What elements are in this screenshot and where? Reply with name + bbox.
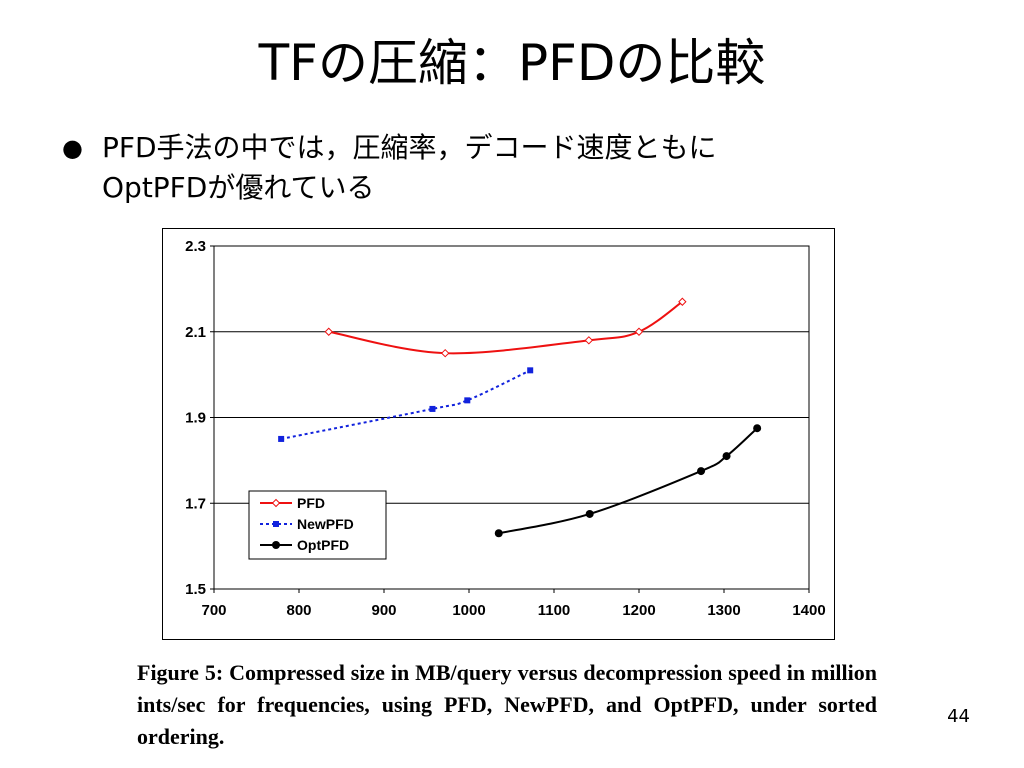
y-tick-label: 1.9	[185, 410, 206, 427]
series-line-optpfd	[498, 427, 758, 535]
data-point-optpfd	[753, 424, 762, 433]
y-tick-label: 1.7	[185, 495, 206, 512]
x-tick-label: 1100	[538, 602, 571, 619]
data-point-newpfd	[527, 367, 534, 374]
bullet-item: PFD手法の中では，圧縮率，デコード速度ともに OptPFDが優れている	[102, 128, 922, 208]
legend-marker-optpfd	[272, 541, 280, 549]
x-tick-label: 700	[201, 602, 226, 619]
x-tick-label: 1000	[452, 602, 485, 619]
data-point-newpfd	[429, 405, 436, 412]
data-point-optpfd	[722, 452, 731, 461]
y-tick-label: 1.5	[185, 581, 206, 598]
data-point-pfd	[324, 327, 333, 336]
legend-label-newpfd: NewPFD	[297, 516, 354, 532]
legend-marker-pfd	[271, 498, 281, 508]
data-point-pfd	[440, 348, 450, 358]
series-line-newpfd	[280, 369, 531, 440]
caption-label: Figure 5:	[137, 660, 224, 685]
legend-label-optpfd: OptPFD	[297, 537, 349, 553]
data-point-pfd	[634, 327, 644, 336]
x-tick-label: 800	[286, 602, 311, 619]
y-tick-label: 2.3	[185, 238, 206, 255]
legend-label-pfd: PFD	[297, 495, 325, 511]
y-tick-label: 2.1	[185, 324, 206, 341]
bullet-line-1: PFD手法の中では，圧縮率，デコード速度ともに	[102, 131, 717, 164]
slide-title: TFの圧縮：PFDの比較	[258, 34, 766, 92]
data-point-optpfd	[585, 509, 594, 518]
data-point-newpfd	[464, 397, 471, 404]
x-tick-label: 1200	[622, 602, 655, 619]
bullet-dot-icon: ●	[62, 134, 83, 162]
data-point-optpfd	[494, 529, 503, 538]
series-line-pfd	[328, 300, 683, 355]
caption-text: Compressed size in MB/query versus decom…	[137, 660, 877, 749]
chart-frame: 1.5 1.7 1.9 2.1 2.3 700 800 900 1000 1100 1200 1300…	[162, 228, 835, 640]
x-tick-label: 1300	[707, 602, 740, 619]
legend-marker-newpfd	[273, 521, 279, 527]
data-point-optpfd	[697, 467, 706, 476]
x-tick-label: 900	[371, 602, 396, 619]
bullet-line-2: OptPFDが優れている	[102, 171, 375, 204]
x-tick-label: 1400	[792, 602, 825, 619]
line-chart: 1.5 1.7 1.9 2.1 2.3 700 800 900 1000 1100 1200 1300…	[185, 238, 826, 619]
page-number: 44	[947, 706, 970, 727]
data-point-pfd	[678, 297, 687, 306]
data-point-pfd	[584, 336, 594, 345]
data-point-newpfd	[278, 435, 285, 442]
figure-caption: Figure 5: Compressed size in MB/query ve…	[137, 657, 877, 753]
